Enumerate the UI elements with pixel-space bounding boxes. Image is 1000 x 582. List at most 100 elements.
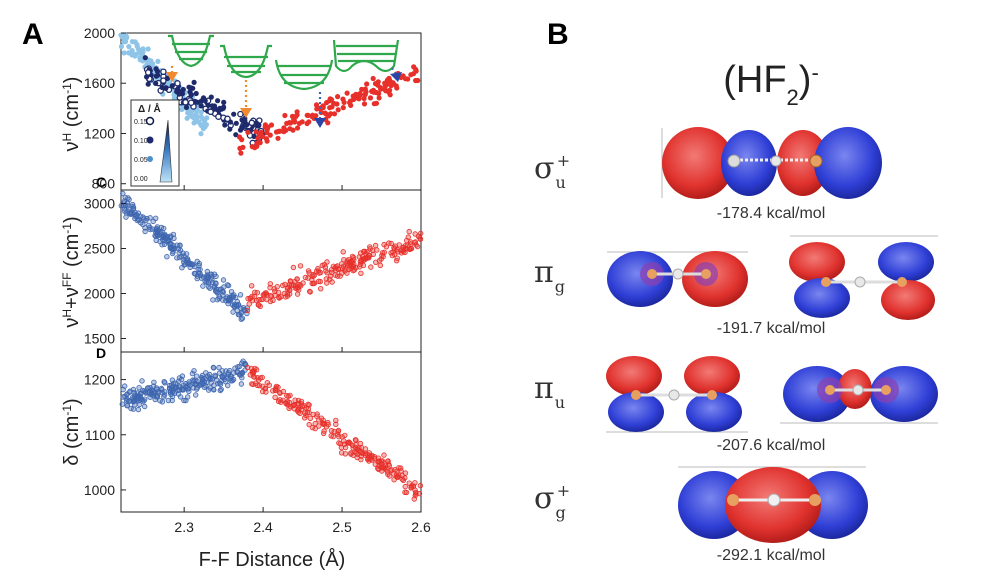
data-point — [198, 109, 204, 115]
data-point — [342, 444, 349, 451]
data-point — [153, 233, 159, 239]
data-point — [165, 397, 172, 404]
data-point — [121, 200, 127, 206]
data-point — [357, 92, 363, 98]
data-point — [287, 120, 294, 126]
data-point — [317, 278, 323, 285]
data-point — [364, 81, 370, 87]
data-point — [126, 44, 132, 50]
data-point — [331, 111, 338, 117]
data-point — [361, 101, 368, 107]
data-point — [387, 92, 393, 98]
y-tick-label: 2500 — [84, 241, 115, 257]
data-point — [235, 364, 241, 370]
data-point — [143, 390, 149, 396]
data-point — [145, 385, 151, 391]
legend-box — [130, 99, 180, 187]
y-axis-title-d: δ (cm-1) — [60, 398, 83, 465]
data-point — [339, 450, 345, 456]
data-point — [386, 75, 392, 81]
data-point — [413, 68, 419, 74]
data-point — [315, 265, 321, 272]
panel-label-a: A — [22, 18, 44, 51]
data-point — [257, 303, 263, 309]
data-point — [258, 129, 264, 135]
data-point — [169, 397, 175, 404]
data-point — [193, 373, 200, 379]
data-point — [139, 378, 145, 384]
panel-label-b: B — [547, 18, 569, 51]
orbital-pi-g-right — [789, 235, 938, 320]
data-point — [264, 296, 270, 303]
data-point — [120, 386, 126, 393]
data-point — [385, 458, 391, 465]
data-point — [140, 48, 146, 55]
data-point — [307, 415, 313, 421]
data-point — [375, 465, 381, 472]
data-point — [333, 421, 339, 427]
data-point — [192, 392, 199, 398]
data-point — [216, 295, 222, 301]
data-point — [134, 395, 141, 402]
data-point — [238, 309, 244, 316]
data-point — [159, 399, 166, 405]
data-point — [307, 288, 313, 295]
data-point — [230, 309, 236, 315]
data-point — [371, 454, 378, 460]
data-point — [244, 364, 251, 371]
data-point — [256, 297, 262, 303]
data-point — [142, 55, 148, 61]
data-point — [169, 83, 175, 89]
data-point — [164, 238, 170, 245]
orbital-pi-u-right — [780, 366, 938, 424]
data-point — [337, 441, 344, 447]
data-point — [281, 290, 288, 297]
data-point — [305, 112, 311, 118]
data-point — [330, 433, 336, 440]
data-point — [238, 381, 245, 387]
data-point — [290, 264, 297, 271]
data-point — [210, 386, 217, 393]
legend-tick-1: 0.15 — [134, 119, 148, 126]
data-point — [246, 301, 252, 307]
data-point — [174, 80, 181, 87]
data-point — [340, 105, 346, 111]
y-tick-label: 1200 — [84, 372, 115, 388]
data-point — [199, 372, 206, 379]
data-point — [282, 112, 288, 119]
data-point — [410, 483, 417, 489]
y-tick-label: 2000 — [84, 286, 115, 302]
data-point — [276, 128, 282, 134]
data-point — [383, 243, 390, 250]
data-point — [312, 420, 318, 427]
y-tick-label: 800 — [92, 176, 116, 192]
data-point — [369, 457, 375, 463]
data-point — [223, 368, 229, 374]
data-point — [210, 364, 217, 371]
data-point — [244, 307, 251, 314]
data-point — [362, 91, 368, 98]
data-point — [123, 214, 129, 220]
data-point — [333, 417, 339, 424]
energy-pi-u: -207.6 kcal/mol — [717, 437, 826, 454]
data-point — [153, 80, 159, 86]
data-point — [240, 358, 246, 364]
data-point — [256, 383, 263, 389]
data-point — [188, 92, 194, 98]
data-point — [205, 387, 212, 393]
data-point — [278, 294, 284, 300]
data-point — [281, 129, 287, 135]
data-point — [381, 452, 387, 458]
data-point — [291, 117, 297, 123]
x-tick-label: 2.4 — [253, 519, 273, 535]
y-tick-label: 2000 — [84, 25, 115, 41]
legend-tick-4: 0.00 — [134, 176, 148, 183]
data-point — [202, 383, 209, 389]
data-point — [160, 68, 167, 75]
data-point — [191, 368, 197, 374]
data-point — [210, 297, 216, 303]
data-point — [252, 145, 258, 151]
data-point — [344, 90, 350, 96]
data-point — [162, 380, 168, 386]
energy-pi-g: -191.7 kcal/mol — [717, 320, 826, 337]
